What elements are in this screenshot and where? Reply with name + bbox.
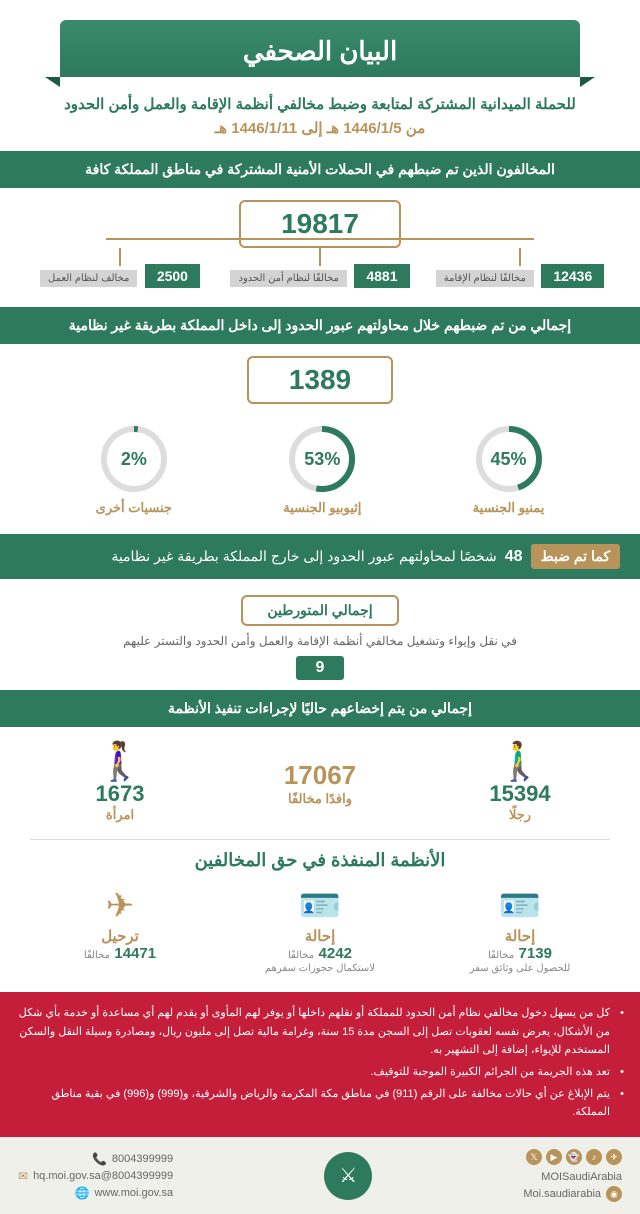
action-sub: لاستكمال حجوزات سفرهم xyxy=(220,963,420,974)
warning-item: تعد هذه الجريمة من الجرائم الكبيرة الموج… xyxy=(16,1063,624,1082)
section2-title: إجمالي من تم ضبطهم خلال محاولتهم عبور ال… xyxy=(0,307,640,344)
website: www.moi.gov.sa xyxy=(94,1187,173,1199)
action-item: ✈ ترحيل 14471 مخالفًا xyxy=(20,889,220,974)
action-unit: مخالفًا xyxy=(84,950,110,961)
section1-total: 19817 xyxy=(0,188,640,254)
circle-label: جنسيات أخرى xyxy=(96,500,172,516)
women-label: امرأة xyxy=(20,807,220,823)
breakdown-item: 4881 مخالفًا لنظام أمن الحدود xyxy=(220,264,420,291)
instagram-icon: ◉ xyxy=(606,1186,622,1202)
header-banner: البيان الصحفي xyxy=(60,20,580,77)
circle-label: إثيوبيو الجنسية xyxy=(283,500,361,516)
breakdown-num: 4881 xyxy=(354,264,409,288)
connector-line xyxy=(106,238,534,240)
page-title: البيان الصحفي xyxy=(90,36,550,67)
men-stat: 🚶‍♂️ 15394 رجلًا xyxy=(420,743,620,823)
x-icon: 𝕏 xyxy=(526,1149,542,1165)
circle-item: 2% جنسيات أخرى xyxy=(96,424,172,516)
percent-ring: 2% xyxy=(99,424,169,494)
men-num: 15394 xyxy=(420,781,620,807)
circle-item: 45% يمنيو الجنسية xyxy=(473,424,545,516)
breakdown-label: مخالف لنظام العمل xyxy=(40,270,137,287)
infographic: البيان الصحفي للحملة الميدانية المشتركة … xyxy=(0,20,640,1214)
passport-icon: 🪪 xyxy=(420,889,620,923)
nationality-circles: 45% يمنيو الجنسية 53% إثيوبيو الجنسية 2%… xyxy=(0,410,640,534)
section3-band: كما تم ضبط 48 شخصًا لمحاولتهم عبور الحدو… xyxy=(0,534,640,579)
section5-title: إجمالي من يتم إخضاعهم حاليًا لإجراءات تن… xyxy=(0,690,640,727)
warning-item: يتم الإبلاغ عن أي حالات مخالفة على الرقم… xyxy=(16,1085,624,1122)
badge: كما تم ضبط xyxy=(531,544,620,569)
breakdown-label: مخالفًا لنظام أمن الحدود xyxy=(230,270,346,287)
phone-icon: 📞 xyxy=(92,1152,107,1166)
handle: Moi.saudiarabia xyxy=(523,1188,601,1200)
action-unit: مخالفًا xyxy=(288,950,314,961)
circle-label: يمنيو الجنسية xyxy=(473,500,545,516)
action-title: إحالة xyxy=(420,927,620,945)
plane-icon: ✈ xyxy=(20,889,220,923)
actions-row: 🪪 إحالة 7139 مخالفًا للحصول على وثائق سف… xyxy=(0,875,640,992)
action-num: 7139 xyxy=(519,945,552,962)
warning-box: كل من يسهل دخول مخالفي نظام أمن الحدود ل… xyxy=(0,992,640,1137)
section4-num: 9 xyxy=(296,656,345,680)
email: 8004399999@hq.moi.gov.sa xyxy=(33,1170,173,1182)
globe-icon: 🌐 xyxy=(74,1186,89,1200)
women-stat: 🚶‍♀️ 1673 امرأة xyxy=(20,743,220,823)
social-col: ✈ ♪ 👻 ▶ 𝕏 MOISaudiArabia ◉ Moi.saudiarabi… xyxy=(523,1149,622,1202)
passport-icon: 🪪 xyxy=(220,889,420,923)
desc: شخصًا لمحاولتهم عبور الحدود إلى خارج الم… xyxy=(111,548,496,565)
handle: MOISaudiArabia xyxy=(523,1171,622,1183)
section6-title: الأنظمة المنفذة في حق المخالفين xyxy=(30,839,610,875)
men-label: رجلًا xyxy=(420,807,620,823)
total-label: وافدًا مخالفًا xyxy=(220,791,420,807)
action-title: ترحيل xyxy=(20,927,220,945)
section4: إجمالي المتورطين في نقل وإيواء وتشغيل مخ… xyxy=(0,579,640,690)
total-number: 19817 xyxy=(239,200,401,248)
date-range: من 1446/1/5 هـ إلى 1446/1/11 هـ xyxy=(0,119,640,151)
contact-col: 8004399999 📞 8004399999@hq.moi.gov.sa ✉ ww… xyxy=(18,1152,173,1200)
section4-title: إجمالي المتورطين xyxy=(241,595,398,626)
man-icon: 🚶‍♂️ xyxy=(420,743,620,781)
section1-breakdown: 12436 مخالفًا لنظام الإقامة 4881 مخالفًا… xyxy=(0,254,640,307)
moi-logo: ⚔ xyxy=(324,1152,372,1200)
section4-sub: في نقل وإيواء وتشغيل مخالفي أنظمة الإقام… xyxy=(30,626,610,656)
subtitle: للحملة الميدانية المشتركة لمتابعة وضبط م… xyxy=(0,77,640,119)
action-item: 🪪 إحالة 7139 مخالفًا للحصول على وثائق سف… xyxy=(420,889,620,974)
snapchat-icon: 👻 xyxy=(566,1149,582,1165)
footer: ✈ ♪ 👻 ▶ 𝕏 MOISaudiArabia ◉ Moi.saudiarabi… xyxy=(0,1137,640,1214)
total-num: 17067 xyxy=(220,760,420,791)
action-item: 🪪 إحالة 4242 مخالفًا لاستكمال حجوزات سفر… xyxy=(220,889,420,974)
circle-item: 53% إثيوبيو الجنسية xyxy=(283,424,361,516)
youtube-icon: ▶ xyxy=(546,1149,562,1165)
total-stat: 17067 وافدًا مخالفًا xyxy=(220,760,420,807)
breakdown-label: مخالفًا لنظام الإقامة xyxy=(436,270,534,287)
women-num: 1673 xyxy=(20,781,220,807)
phone: 8004399999 xyxy=(112,1153,173,1165)
percent-ring: 45% xyxy=(474,424,544,494)
action-num: 14471 xyxy=(114,945,156,962)
people-row: 🚶‍♂️ 15394 رجلًا 17067 وافدًا مخالفًا 🚶‍… xyxy=(0,727,640,839)
tiktok-icon: ♪ xyxy=(586,1149,602,1165)
social-icons: ✈ ♪ 👻 ▶ 𝕏 xyxy=(523,1149,622,1165)
count: 48 xyxy=(505,548,523,566)
section1-title: المخالفون الذين تم ضبطهم في الحملات الأم… xyxy=(0,151,640,188)
action-num: 4242 xyxy=(319,945,352,962)
action-sub: للحصول على وثائق سفر xyxy=(420,963,620,974)
section2-total: 1389 xyxy=(0,344,640,410)
breakdown-item: 12436 مخالفًا لنظام الإقامة xyxy=(420,264,620,291)
woman-icon: 🚶‍♀️ xyxy=(20,743,220,781)
breakdown-num: 2500 xyxy=(145,264,200,288)
telegram-icon: ✈ xyxy=(606,1149,622,1165)
total-number: 1389 xyxy=(247,356,393,404)
mail-icon: ✉ xyxy=(18,1169,28,1183)
warning-item: كل من يسهل دخول مخالفي نظام أمن الحدود ل… xyxy=(16,1004,624,1060)
action-unit: مخالفًا xyxy=(488,950,514,961)
action-title: إحالة xyxy=(220,927,420,945)
breakdown-num: 12436 xyxy=(541,264,604,288)
percent-ring: 53% xyxy=(287,424,357,494)
breakdown-item: 2500 مخالف لنظام العمل xyxy=(20,264,220,291)
